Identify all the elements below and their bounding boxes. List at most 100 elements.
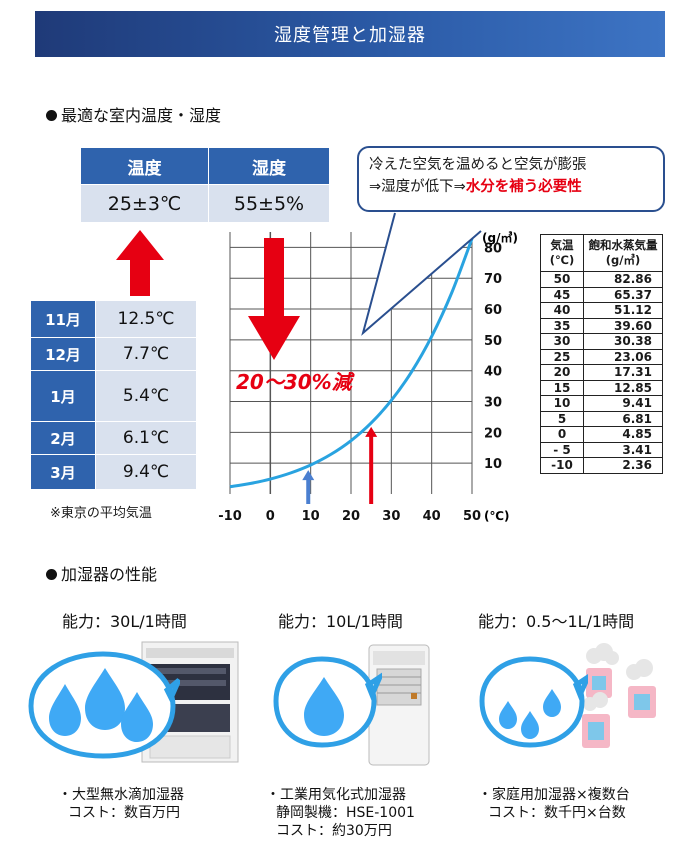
vapor-table-row: 50 82.86 [540,271,663,288]
vapor-value-cell: 65.37 [583,286,663,303]
humidifier-capacity: 能力：30L/1時間 [62,612,187,631]
y-tick-label: 70 [484,272,502,287]
vapor-value-cell: 3.41 [583,441,663,458]
temp-column-unit: (℃) [549,253,575,267]
vapor-table-row: - 5 3.41 [540,441,663,458]
vapor-temp-cell: 20 [540,364,584,381]
y-tick-label: 30 [484,396,502,411]
vapor-value-cell: 82.86 [583,271,663,288]
vapor-table-row: 40 51.12 [540,302,663,319]
vapor-value-cell: 6.81 [583,410,663,427]
x-tick-label: -10 [218,509,242,524]
month-temp: 9.4℃ [96,455,196,489]
vapor-value-cell: 39.60 [583,317,663,334]
humidifier-info: ・大型無水滴加湿器 コスト：数百万円 [58,786,184,822]
y-axis-ticks: 10 20 30 40 50 60 70 80 [484,241,502,472]
vapor-table-row: 45 65.37 [540,286,663,303]
month-label: 2月 [31,422,95,454]
vapor-temp-cell: 30 [540,333,584,350]
vapor-value-cell: 23.06 [583,348,663,365]
x-tick-label: 10 [302,509,320,524]
vapor-table-row: -10 2.36 [540,457,663,474]
reduction-label: 20～30%減 [236,370,352,394]
section2-heading: 加湿器の性能 [46,561,157,585]
marker-arrow-head [302,470,315,481]
vapor-temp-cell: 35 [540,317,584,334]
optimal-conditions-table: 温度 湿度 25±3℃ 55±5% [81,148,329,222]
page-banner: 湿度管理と加湿器 [35,11,665,57]
down-arrow-icon [248,238,300,360]
water-drop-icon [49,684,81,736]
y-tick-label: 40 [484,365,502,380]
humidifier-cost: コスト：数百万円 [68,805,180,821]
vapor-value-cell: 4.85 [583,426,663,443]
humidifier-info: ・家庭用加湿器×複数台 コスト：数千円×台数 [478,786,630,822]
humidifier-info: ・工業用気化式加湿器 静岡製機：HSE-1001 コスト：約30万円 [266,786,415,840]
water-drop-icon [499,701,517,729]
humidity-header: 湿度 [209,148,329,184]
vapor-temp-cell: 10 [540,395,584,412]
month-label: 11月 [31,301,95,337]
vapor-temp-cell: 25 [540,348,584,365]
water-drop-icon [543,689,561,717]
banner-title: 湿度管理と加湿器 [274,25,426,46]
y-tick-label: 80 [484,241,502,256]
monthly-note: ※東京の平均気温 [50,506,152,521]
humidifier-capacity: 能力：10L/1時間 [278,612,403,631]
chart-markers [302,426,378,504]
vapor-temp-cell: 40 [540,302,584,319]
month-label: 3月 [31,455,95,489]
vapor-value-cell: 17.31 [583,364,663,381]
humidity-value: 55±5% [209,185,329,222]
section1-heading: 最適な室内温度・湿度 [46,102,221,126]
vapor-value-cell: 30.38 [583,333,663,350]
month-temp: 6.1℃ [96,422,196,454]
vapor-table-row: 25 23.06 [540,348,663,365]
humidifier-cost: コスト：数千円×台数 [488,805,626,821]
callout-line2-prefix: ⇒湿度が低下⇒ [369,179,466,195]
home-humidifiers-image [582,643,656,748]
vapor-temp-cell: - 5 [540,441,584,458]
vapor-table-row: 0 4.85 [540,426,663,443]
saturation-vapor-table: 気温 (℃) 飽和水蒸気量 (g/㎥) 50 82.86 45 65.37 40 51.1… [540,234,663,474]
x-tick-label: 0 [266,509,275,524]
vapor-value-cell: 51.12 [583,302,663,319]
month-label: 1月 [31,371,95,421]
callout-line1: 冷えた空気を温めると空気が膨張 [369,157,587,173]
vapor-value-cell: 2.36 [583,457,663,474]
month-temp: 5.4℃ [96,371,196,421]
humidifier-name: ・工業用気化式加湿器 [266,787,406,803]
x-axis-ticks: -10 0 10 20 30 40 50 [218,509,481,524]
humidifier-name: ・大型無水滴加湿器 [58,787,184,803]
water-drop-icon [304,677,344,736]
water-drop-icon [121,692,153,742]
vapor-table-row: 20 17.31 [540,364,663,381]
vapor-table-header: 気温 (℃) 飽和水蒸気量 (g/㎥) [540,234,663,272]
vapor-table-row: 30 30.38 [540,333,663,350]
vapor-column-label: 飽和水蒸気量 [588,238,658,252]
vapor-temp-cell: 0 [540,426,584,443]
y-tick-label: 10 [484,457,502,472]
bullet-icon [46,569,57,580]
vapor-temp-cell: -10 [540,457,584,474]
up-arrow-icon [116,230,164,296]
month-temp: 7.7℃ [96,338,196,370]
saturation-vapor-chart: -10 0 10 20 30 40 50 10 20 30 40 50 60 70 80 (g/㎥) (℃… [218,230,518,524]
humidifier-name: ・家庭用加湿器×複数台 [478,787,630,803]
callout-line2: ⇒湿度が低下⇒水分を補う必要性 [369,176,653,198]
vapor-table-row: 5 6.81 [540,410,663,427]
vapor-table-row: 10 9.41 [540,395,663,412]
drop-bubble-medium [273,656,382,748]
section1-heading-text: 最適な室内温度・湿度 [61,106,222,125]
vapor-curve-series [229,238,474,489]
water-drop-icon [521,711,539,739]
temp-value: 25±3℃ [81,185,208,222]
callout-box: 冷えた空気を温めると空気が膨張 ⇒湿度が低下⇒水分を補う必要性 [357,146,665,212]
callout-pointer [361,212,482,336]
vapor-column-header: 飽和水蒸気量 (g/㎥) [583,234,663,272]
drop-bubble-small [479,656,588,748]
vapor-temp-cell: 15 [540,379,584,396]
vapor-column-unit: (g/㎥) [605,253,641,267]
temp-column-label: 気温 [550,238,574,252]
marker-arrow-head [365,426,378,437]
